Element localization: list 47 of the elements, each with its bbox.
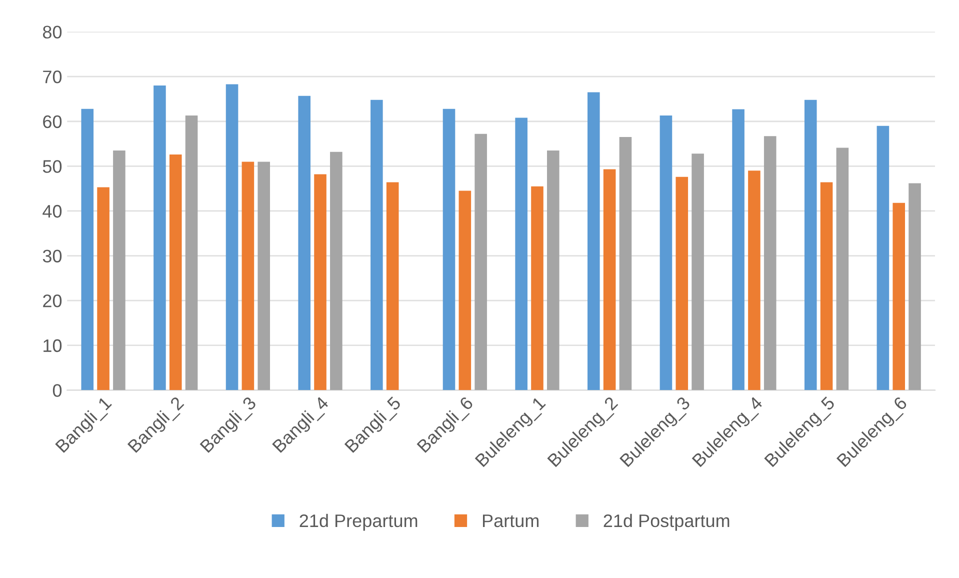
bar — [258, 162, 270, 390]
y-tick-label: 80 — [42, 26, 62, 39]
legend-label: Partum — [482, 514, 539, 528]
bar — [892, 202, 906, 390]
bar — [603, 169, 616, 390]
bar — [588, 92, 600, 390]
bar — [185, 116, 198, 390]
bar — [908, 183, 921, 390]
bar — [748, 170, 760, 390]
legend-label: 21d Postpartum — [604, 514, 730, 531]
y-tick-label: 20 — [43, 294, 62, 308]
y-tick-label: 10 — [44, 339, 62, 352]
bar — [692, 154, 704, 390]
y-tick-label: 70 — [43, 70, 62, 84]
bar — [876, 126, 890, 390]
bar — [547, 150, 560, 390]
bar — [330, 152, 342, 390]
bar — [242, 162, 254, 390]
bar — [154, 86, 166, 390]
bar — [820, 182, 833, 390]
bar — [764, 136, 776, 390]
bar — [226, 84, 238, 390]
bar — [531, 186, 544, 390]
bar — [458, 190, 472, 390]
y-tick-label: 40 — [42, 204, 62, 218]
bar — [474, 134, 487, 390]
bar — [836, 148, 849, 390]
bar — [97, 187, 110, 390]
bar — [314, 174, 326, 390]
y-tick-label: 0 — [52, 384, 62, 397]
bar — [81, 108, 94, 390]
bar — [619, 137, 632, 390]
bar — [370, 100, 383, 390]
bar — [732, 109, 744, 390]
y-tick-label: 30 — [42, 250, 62, 262]
y-tick-label: 50 — [42, 160, 62, 173]
bar — [676, 176, 688, 390]
bar — [386, 182, 399, 390]
legend-label: 21d Prepartum — [300, 514, 418, 531]
bar — [804, 100, 817, 390]
bar — [298, 96, 310, 390]
y-tick-label: 60 — [43, 115, 62, 128]
bar — [660, 116, 672, 390]
bar — [113, 150, 126, 390]
bar — [515, 118, 528, 390]
bar — [442, 108, 456, 390]
bar — [169, 154, 182, 390]
